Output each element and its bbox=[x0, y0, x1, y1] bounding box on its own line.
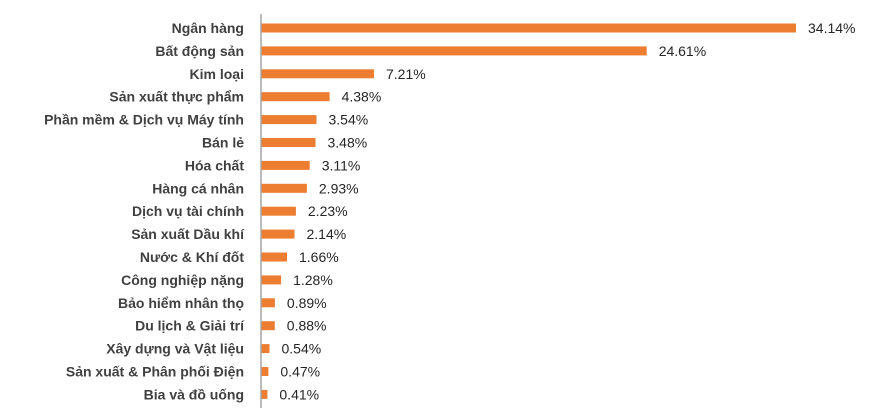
value-label: 7.21% bbox=[386, 66, 426, 82]
bar bbox=[261, 138, 316, 147]
category-label: Dịch vụ tài chính bbox=[132, 203, 244, 219]
category-label: Kim loại bbox=[190, 66, 244, 82]
category-label: Hóa chất bbox=[185, 157, 244, 173]
bar bbox=[261, 367, 269, 376]
value-label: 0.88% bbox=[287, 318, 327, 334]
value-label: 24.61% bbox=[659, 43, 706, 59]
value-label: 3.48% bbox=[328, 135, 368, 151]
category-label: Bảo hiểm nhân thọ bbox=[118, 295, 244, 311]
value-label: 1.28% bbox=[293, 272, 333, 288]
bars-group bbox=[261, 23, 796, 399]
bar bbox=[261, 229, 295, 239]
category-label: Ngân hàng bbox=[172, 20, 244, 36]
category-label: Bán lẻ bbox=[202, 135, 244, 151]
category-label: Hàng cá nhân bbox=[152, 180, 244, 196]
category-label: Bất động sản bbox=[155, 43, 244, 59]
bar bbox=[261, 275, 282, 285]
value-label: 2.93% bbox=[319, 180, 359, 196]
bar bbox=[261, 298, 275, 308]
category-label: Xây dựng và Vật liệu bbox=[106, 341, 244, 357]
category-label: Bia và đồ uống bbox=[144, 386, 244, 402]
value-label: 0.89% bbox=[287, 295, 327, 311]
bar bbox=[261, 160, 310, 170]
value-label: 0.47% bbox=[280, 364, 320, 380]
bar bbox=[261, 46, 647, 56]
bar bbox=[261, 252, 287, 262]
bar bbox=[261, 183, 307, 193]
value-label: 4.38% bbox=[342, 89, 382, 105]
category-label: Công nghiệp nặng bbox=[121, 272, 244, 288]
bar bbox=[261, 321, 275, 331]
category-label: Sản xuất Dầu khí bbox=[131, 226, 245, 242]
bar bbox=[261, 115, 317, 125]
value-label: 3.54% bbox=[329, 112, 369, 128]
bar bbox=[261, 206, 296, 216]
value-labels-group: 34.14% 24.61% 7.21%4.38% 3.54% 3.48% 3.11% 2.9… bbox=[279, 20, 855, 402]
bar bbox=[261, 344, 270, 354]
category-label: Sản xuất thực phẩm bbox=[109, 89, 244, 105]
category-label: Du lịch & Giải trí bbox=[135, 318, 245, 334]
category-label: Sản xuất & Phân phối Điện bbox=[66, 364, 244, 380]
category-label: Phần mềm & Dịch vụ Máy tính bbox=[44, 112, 244, 128]
value-label: 2.23% bbox=[308, 203, 348, 219]
category-labels-group: Ngân hàng Bất động sản Kim loại Sản xuất th… bbox=[44, 20, 245, 402]
bar bbox=[261, 92, 330, 102]
value-label: 2.14% bbox=[307, 226, 347, 242]
value-label: 3.11% bbox=[322, 157, 361, 173]
category-label: Nước & Khí đốt bbox=[140, 249, 244, 265]
bar bbox=[261, 389, 268, 399]
value-label: 1.66% bbox=[299, 249, 339, 265]
value-label: 0.41% bbox=[279, 386, 319, 402]
value-label: 0.54% bbox=[282, 341, 322, 357]
bar bbox=[261, 69, 374, 79]
bar bbox=[261, 23, 796, 33]
value-label: 34.14% bbox=[808, 20, 855, 36]
